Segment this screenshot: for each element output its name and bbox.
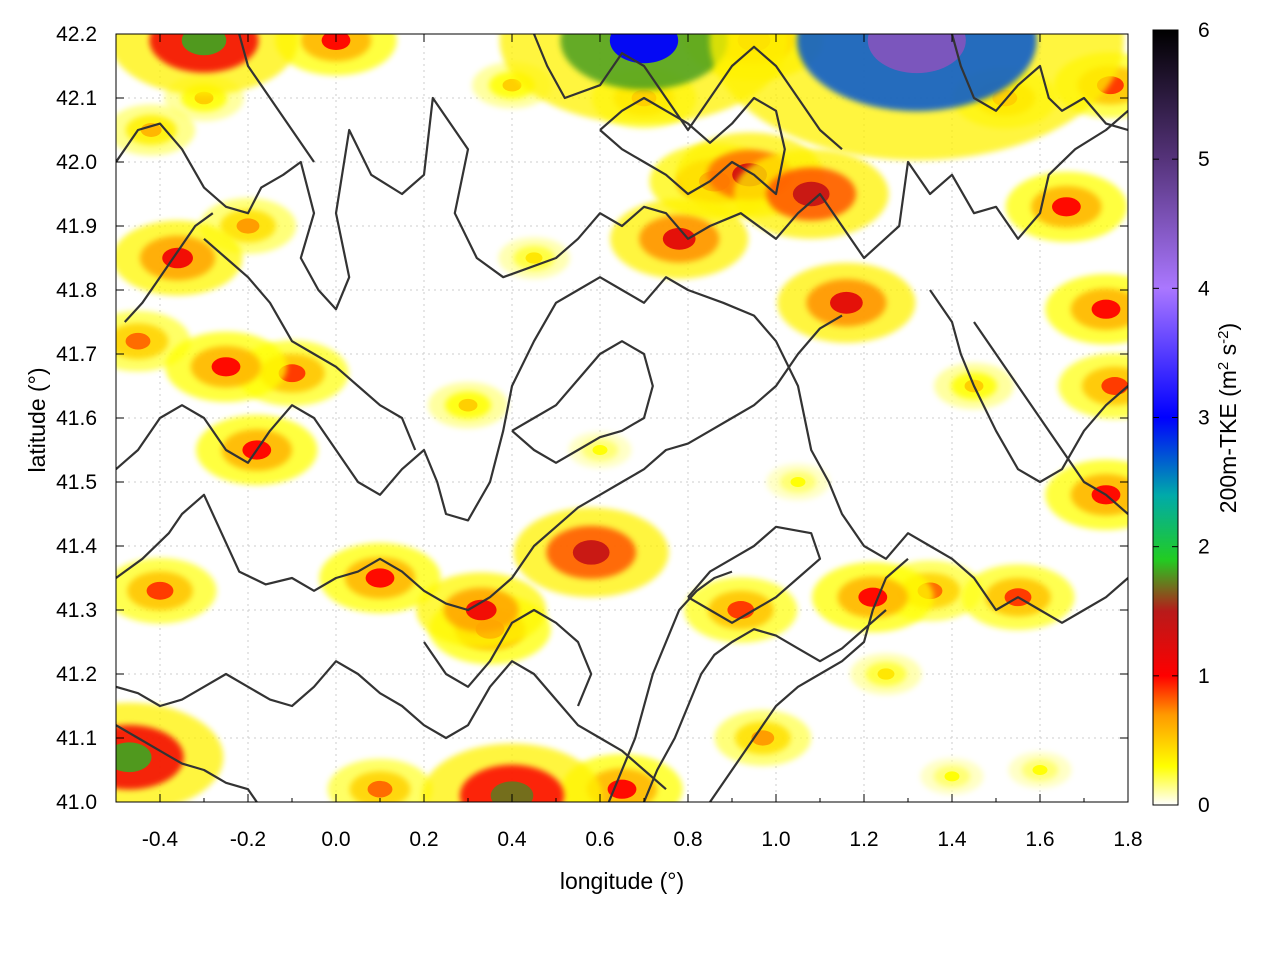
y-tick-label: 41.7 bbox=[56, 343, 97, 366]
x-tick-label: 1.6 bbox=[1025, 828, 1054, 851]
y-tick-label: 41.5 bbox=[56, 471, 97, 494]
contour-line bbox=[532, 34, 843, 151]
contour-line bbox=[642, 609, 887, 802]
contour-line bbox=[709, 557, 909, 802]
contour-line bbox=[599, 96, 786, 196]
tke-core bbox=[367, 780, 393, 798]
x-axis-label: longitude (°) bbox=[560, 868, 684, 894]
y-axis-label: latitude (°) bbox=[24, 367, 50, 472]
colorbar-tick-label: 3 bbox=[1198, 407, 1210, 430]
contour-line bbox=[973, 321, 1128, 515]
tke-core bbox=[116, 742, 152, 773]
x-tick-label: -0.4 bbox=[142, 828, 179, 851]
colorbar-label-sup1: 2 bbox=[1215, 362, 1232, 370]
colorbar-label-main: 200m-TKE (m bbox=[1215, 370, 1241, 513]
y-tick-label: 41.4 bbox=[56, 535, 97, 558]
colorbar-tick-label: 5 bbox=[1198, 148, 1210, 171]
colorbar-label: 200m-TKE (m2 s-2) bbox=[1215, 323, 1242, 513]
y-tick-label: 41.1 bbox=[56, 727, 97, 750]
tke-core bbox=[607, 779, 637, 799]
tke-core bbox=[1101, 377, 1128, 395]
tke-core bbox=[502, 78, 522, 92]
y-tick-label: 41.3 bbox=[56, 599, 97, 622]
colorbar: 0 1 2 3 4 5 6 200m-TKE (m2 s-2) bbox=[1152, 19, 1242, 817]
colorbar-ticks: 0 1 2 3 4 5 6 bbox=[1153, 19, 1210, 817]
contour-line bbox=[511, 340, 654, 464]
tke-core bbox=[792, 181, 830, 207]
tke-core bbox=[236, 218, 260, 234]
tke-core bbox=[572, 540, 610, 565]
tke-core bbox=[592, 445, 608, 455]
tke-core bbox=[211, 357, 241, 377]
tke-core bbox=[465, 599, 497, 621]
contour-line bbox=[116, 724, 258, 802]
contour-line bbox=[687, 525, 822, 624]
x-tick-label: 0.4 bbox=[497, 828, 527, 851]
colorbar-tick-label: 4 bbox=[1198, 277, 1210, 300]
x-tick-label: 1.4 bbox=[937, 828, 967, 851]
x-tick-label: 0.6 bbox=[585, 828, 614, 851]
tke-core bbox=[662, 227, 696, 250]
tke-core bbox=[867, 34, 966, 74]
tke-core bbox=[944, 771, 960, 782]
y-tick-label: 42.0 bbox=[56, 151, 97, 174]
colorbar-label-end: ) bbox=[1215, 323, 1241, 331]
colorbar-label-mid: s bbox=[1215, 344, 1241, 362]
x-tick-label: 0.0 bbox=[321, 828, 350, 851]
x-tick-label: 0.8 bbox=[673, 828, 702, 851]
colorbar-label-sup2: -2 bbox=[1215, 330, 1232, 343]
x-tick-label: 1.8 bbox=[1113, 828, 1142, 851]
contour-line bbox=[123, 212, 214, 323]
x-tick-label: 1.2 bbox=[849, 828, 878, 851]
tke-core bbox=[877, 668, 895, 680]
colorbar-tick-label: 2 bbox=[1198, 536, 1210, 559]
contour-line bbox=[950, 34, 1128, 132]
contour-line bbox=[116, 276, 1128, 624]
colorbar-tick-label: 1 bbox=[1198, 665, 1210, 688]
contour-line bbox=[116, 660, 667, 791]
contour-line bbox=[423, 608, 593, 707]
colorbar-tick-label: 0 bbox=[1198, 794, 1210, 817]
y-tick-label: 42.1 bbox=[56, 87, 97, 110]
x-tick-label: 1.0 bbox=[761, 828, 790, 851]
tke-core bbox=[140, 123, 162, 137]
contour-line bbox=[203, 237, 417, 451]
contour-line bbox=[607, 570, 733, 802]
y-tick-label: 41.6 bbox=[56, 407, 97, 430]
y-axis: 41.0 41.1 41.2 41.3 41.4 41.5 41.6 41.7 41.8 41.9… bbox=[56, 23, 1128, 814]
tke-core bbox=[458, 398, 478, 412]
tke-core bbox=[365, 568, 395, 588]
colorbar-tick-label: 6 bbox=[1198, 19, 1210, 42]
tke-core bbox=[830, 291, 863, 314]
y-tick-label: 41.9 bbox=[56, 215, 97, 238]
tke-core bbox=[1091, 299, 1121, 319]
x-tick-label: 0.2 bbox=[409, 828, 438, 851]
contour-layer bbox=[116, 34, 1128, 802]
contour-line bbox=[116, 314, 843, 612]
tke-core bbox=[146, 581, 174, 600]
tke-core bbox=[181, 34, 227, 56]
y-tick-label: 41.8 bbox=[56, 279, 97, 302]
y-tick-label: 42.2 bbox=[56, 23, 97, 46]
tke-core bbox=[727, 601, 755, 619]
y-tick-label: 41.0 bbox=[56, 791, 97, 814]
tke-core bbox=[1052, 197, 1081, 217]
x-tick-label: -0.2 bbox=[230, 828, 266, 851]
tke-core bbox=[525, 252, 543, 264]
tke-core bbox=[125, 332, 151, 350]
contour-line bbox=[929, 289, 1128, 484]
tke-core bbox=[1032, 765, 1048, 775]
x-axis: -0.4 -0.2 0.0 0.2 0.4 0.6 0.8 1.0 1.2 1.4 1.6 1.8 bbox=[115, 34, 1143, 851]
tke-core bbox=[858, 587, 888, 607]
tke-core bbox=[490, 781, 534, 802]
tke-core bbox=[790, 477, 806, 487]
contour-line bbox=[116, 96, 1128, 311]
contour-line bbox=[238, 34, 315, 163]
y-tick-label: 41.2 bbox=[56, 663, 97, 686]
